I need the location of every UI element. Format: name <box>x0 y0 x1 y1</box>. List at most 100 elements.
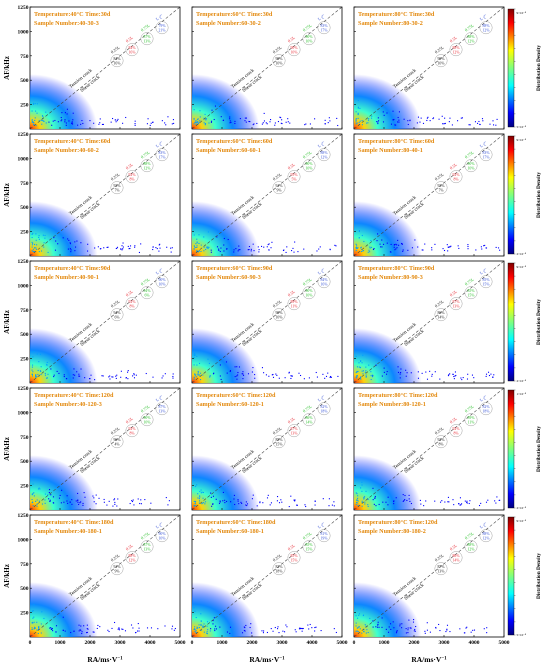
data-point <box>109 375 111 377</box>
y-tick-label: 500 <box>20 205 29 211</box>
data-point <box>96 627 98 630</box>
data-point <box>193 500 195 502</box>
data-point <box>118 627 120 629</box>
data-point <box>212 503 214 505</box>
ratio-circle <box>317 21 331 35</box>
data-point <box>370 117 373 119</box>
data-point <box>34 117 36 119</box>
ratio-label: 0.25L <box>272 425 283 435</box>
data-point <box>248 245 250 248</box>
x-tick-label: 0 <box>353 640 356 646</box>
shear-pct: 17% <box>321 29 329 33</box>
data-point <box>44 374 47 376</box>
data-point <box>35 376 37 378</box>
data-point <box>65 122 67 124</box>
data-point <box>197 371 199 373</box>
data-point <box>38 251 40 253</box>
data-point <box>205 118 207 120</box>
data-point <box>298 372 300 374</box>
data-point <box>32 371 34 373</box>
data-point <box>240 501 242 503</box>
data-point <box>293 499 295 501</box>
data-point <box>444 122 446 124</box>
data-point <box>210 496 212 498</box>
data-point <box>314 630 316 632</box>
data-point <box>367 122 369 124</box>
y-tick-label: 1000 <box>18 283 29 289</box>
shear-pct: 6% <box>144 294 150 298</box>
data-point <box>336 117 338 119</box>
data-point <box>225 361 228 363</box>
data-point <box>261 123 263 125</box>
data-point <box>401 623 403 625</box>
data-point <box>134 246 136 248</box>
data-point <box>203 623 205 625</box>
data-point <box>236 378 238 380</box>
data-point <box>108 500 110 502</box>
data-point <box>262 502 264 504</box>
shear-pct: 13% <box>438 570 446 574</box>
ratio-circle <box>464 159 478 173</box>
tension-pct: 83% <box>483 151 491 155</box>
data-point <box>358 614 360 616</box>
data-point <box>230 501 232 503</box>
shear-pct: 4% <box>114 443 120 447</box>
shear-pct: 10% <box>159 283 167 287</box>
shear-pct: 16% <box>321 283 329 287</box>
ratio-label: 0.25L <box>110 298 121 308</box>
moon-icon: ☾ <box>321 268 326 275</box>
data-point <box>172 375 174 378</box>
data-point <box>270 247 272 249</box>
ratio-label: 0.5L <box>287 543 297 552</box>
ratio-label: 0.5L <box>449 543 459 552</box>
data-point <box>333 628 335 630</box>
data-point <box>46 364 48 366</box>
colorbar-label: Distribution Density <box>536 299 542 345</box>
data-point <box>108 630 110 633</box>
data-point <box>382 501 384 503</box>
data-point <box>262 122 264 124</box>
data-point <box>441 115 443 117</box>
data-point <box>94 247 96 249</box>
tension-pct: 88% <box>453 46 461 50</box>
data-point <box>133 377 136 379</box>
data-point <box>149 124 151 126</box>
data-point <box>447 250 449 252</box>
data-point <box>442 123 444 125</box>
data-point <box>259 501 261 503</box>
data-point <box>314 500 316 502</box>
data-point <box>224 502 226 504</box>
ratio-circle <box>287 551 301 565</box>
tension-pct: 88% <box>468 35 476 39</box>
data-point <box>170 251 172 253</box>
divider-line <box>191 260 343 384</box>
data-point <box>311 627 313 629</box>
ratio-label: L <box>479 397 484 403</box>
divider-line <box>29 514 181 638</box>
data-point <box>246 504 248 507</box>
data-point <box>328 117 330 119</box>
ratio-circle <box>317 402 331 416</box>
moon-icon: ☾ <box>483 522 488 529</box>
data-point <box>363 629 365 631</box>
data-point <box>203 625 205 627</box>
data-point <box>360 246 362 248</box>
shear-pct: 15% <box>483 283 491 287</box>
data-point <box>233 249 235 251</box>
data-point <box>398 111 400 113</box>
data-point <box>402 500 404 502</box>
data-point <box>274 124 276 126</box>
data-point <box>357 627 359 629</box>
data-point <box>216 246 219 248</box>
data-point <box>368 249 370 251</box>
data-point <box>32 505 34 507</box>
data-point <box>115 119 117 121</box>
data-point <box>268 249 270 251</box>
colorbar-top-label: 1×10⁻⁸ <box>517 392 528 396</box>
data-point <box>448 246 451 248</box>
data-point <box>60 120 62 122</box>
data-point <box>365 632 367 634</box>
data-point <box>357 495 359 497</box>
data-point <box>381 246 383 248</box>
